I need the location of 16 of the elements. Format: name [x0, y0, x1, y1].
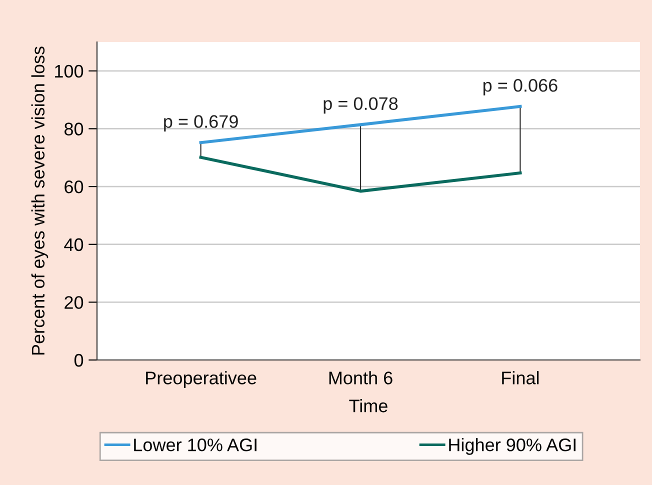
annotation: p = 0.066 [483, 79, 558, 96]
y-tick-label: 60 [64, 180, 84, 194]
x-axis-title: Time [349, 399, 388, 412]
y-tick-label: 0 [74, 354, 84, 367]
legend-label: Higher 90% AGI [449, 438, 576, 455]
x-tick-label: Month 6 [329, 371, 392, 384]
y-tick-label: 100 [55, 64, 84, 78]
y-tick-label: 40 [64, 238, 84, 252]
legend-label: Lower 10% AGI [134, 438, 256, 452]
y-tick-label: 80 [64, 122, 84, 136]
x-tick-label: Final [502, 371, 539, 384]
y-tick-label: 20 [64, 296, 84, 309]
annotation: p = 0.679 [164, 115, 238, 132]
annotation: p = 0.078 [324, 97, 398, 114]
y-axis-title: Percent of eyes with severe vision loss [31, 46, 48, 355]
x-tick-label: Preoperativee [146, 371, 256, 388]
